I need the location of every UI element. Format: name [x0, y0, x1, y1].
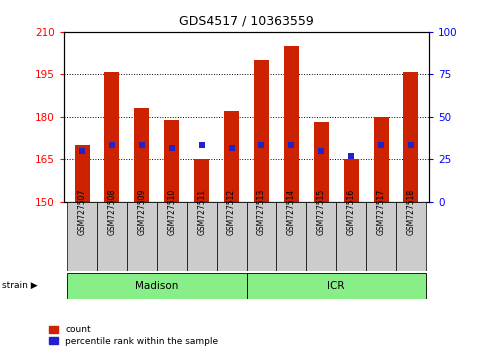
Bar	[246, 273, 426, 299]
Bar	[135, 108, 149, 202]
Bar	[314, 122, 329, 202]
Bar	[374, 117, 388, 202]
Text: GSM727512: GSM727512	[227, 189, 236, 235]
Text: GSM727515: GSM727515	[317, 189, 326, 235]
Bar	[396, 202, 426, 271]
Bar	[403, 72, 419, 202]
Text: GSM727508: GSM727508	[107, 189, 116, 235]
Bar	[254, 60, 269, 202]
Bar	[284, 46, 299, 202]
Text: GSM727513: GSM727513	[257, 189, 266, 235]
Bar	[336, 202, 366, 271]
Bar	[97, 202, 127, 271]
Text: GSM727511: GSM727511	[197, 189, 206, 235]
Bar	[164, 120, 179, 202]
Text: Madison: Madison	[135, 281, 178, 291]
Text: GSM727509: GSM727509	[138, 189, 146, 235]
Bar	[224, 111, 239, 202]
Bar	[157, 202, 187, 271]
Text: GSM727510: GSM727510	[167, 189, 176, 235]
Bar	[74, 145, 90, 202]
Bar	[277, 202, 306, 271]
Bar	[67, 273, 246, 299]
Bar	[194, 159, 209, 202]
Bar	[105, 72, 119, 202]
Bar	[216, 202, 246, 271]
Bar	[366, 202, 396, 271]
Bar	[246, 202, 277, 271]
Text: GSM727514: GSM727514	[287, 189, 296, 235]
Bar	[187, 202, 216, 271]
Bar	[67, 202, 97, 271]
Legend: count, percentile rank within the sample: count, percentile rank within the sample	[49, 325, 218, 346]
Text: GSM727518: GSM727518	[406, 189, 416, 235]
Text: GSM727507: GSM727507	[77, 189, 87, 235]
Bar	[306, 202, 336, 271]
Text: ICR: ICR	[327, 281, 345, 291]
Text: GSM727517: GSM727517	[377, 189, 386, 235]
Text: strain ▶: strain ▶	[2, 281, 38, 290]
Bar	[127, 202, 157, 271]
Text: GSM727516: GSM727516	[347, 189, 355, 235]
Bar	[344, 159, 358, 202]
Text: GDS4517 / 10363559: GDS4517 / 10363559	[179, 14, 314, 27]
